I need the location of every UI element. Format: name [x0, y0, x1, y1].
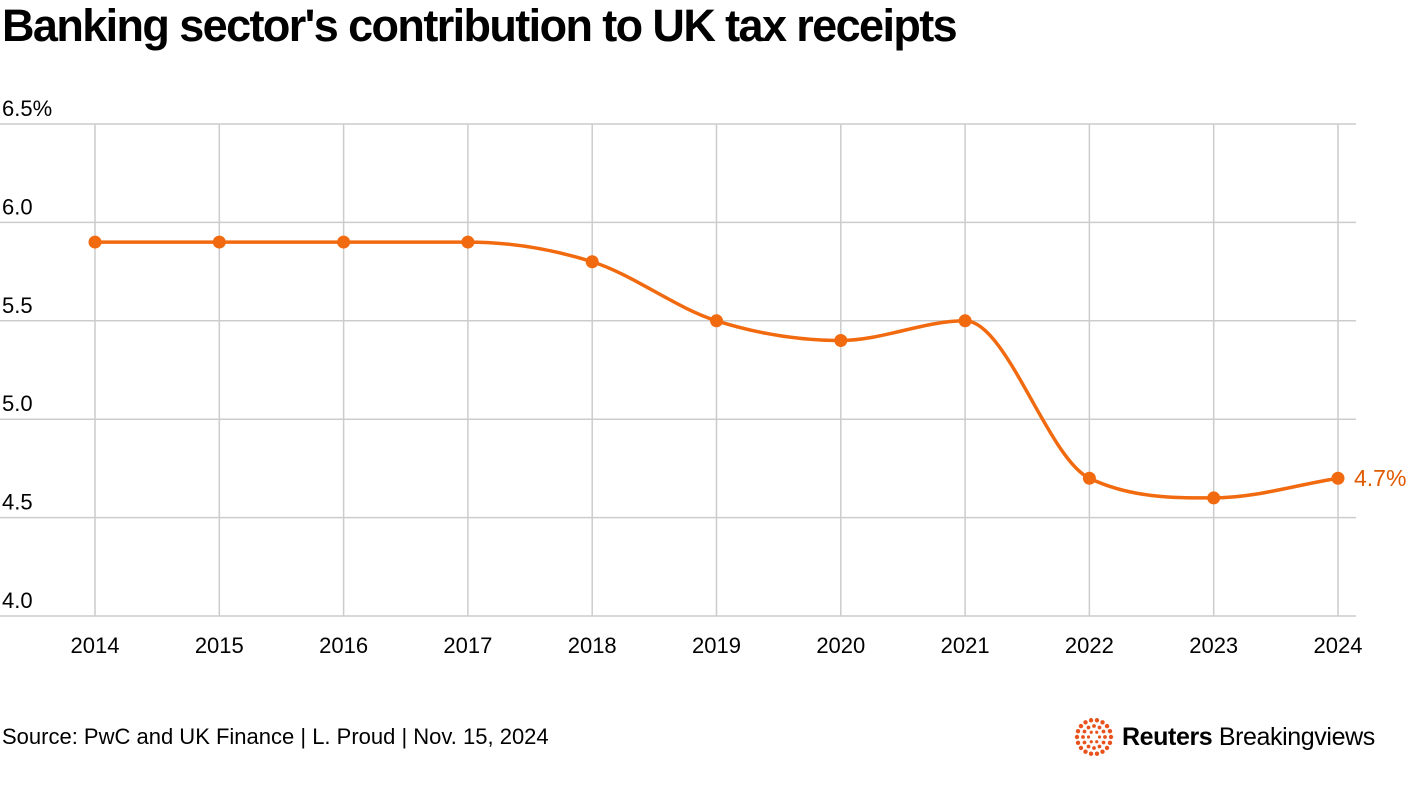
logo-dot — [1108, 734, 1114, 740]
logo-dot — [1097, 735, 1102, 739]
data-point — [710, 314, 723, 328]
logo-dot — [1101, 729, 1106, 734]
data-point — [834, 333, 848, 347]
x-tick-label: 2020 — [816, 633, 865, 658]
x-axis-ticks: 2014 2015 2016 2017 2018 2019 2020 2021 2022 2023… — [71, 633, 1363, 658]
logo-dot — [1075, 740, 1081, 746]
logo-dot — [1082, 740, 1087, 745]
data-point — [337, 235, 351, 249]
x-tick-label: 2015 — [195, 633, 244, 658]
grid — [0, 123, 1356, 617]
x-tick-label: 2024 — [1314, 633, 1363, 658]
logo-dot — [1081, 735, 1085, 739]
logo-dot — [1100, 720, 1105, 725]
y-tick-label: 6.5% — [2, 96, 52, 121]
logo-dot — [1083, 749, 1088, 754]
end-value-label: 4.7% — [1354, 465, 1406, 491]
brand-wordmark: Reuters Breakingviews — [1122, 723, 1375, 752]
x-tick-label: 2022 — [1065, 633, 1114, 658]
y-tick-label: 5.0 — [2, 391, 33, 416]
data-point — [212, 235, 226, 249]
logo-dot — [1092, 746, 1096, 750]
logo-dot — [1107, 728, 1113, 734]
y-tick-label: 4.5 — [2, 490, 33, 515]
data-point — [1331, 471, 1345, 485]
data-point — [958, 314, 972, 328]
logo-dot — [1078, 745, 1084, 751]
logo-dot — [1074, 734, 1080, 740]
logo-dot — [1075, 728, 1081, 734]
y-tick-label: 6.0 — [2, 194, 33, 219]
logo-dot — [1086, 735, 1091, 739]
logo-dot — [1089, 730, 1093, 734]
logo-dot — [1088, 751, 1094, 756]
reuters-breakingviews-logo: Reuters Breakingviews — [1074, 714, 1375, 760]
logo-dot — [1088, 718, 1094, 723]
logo-dot — [1094, 718, 1100, 723]
x-tick-label: 2018 — [568, 633, 617, 658]
y-axis-ticks: 6.5% 6.0 5.5 5.0 4.5 4.0 — [2, 96, 52, 613]
x-tick-label: 2016 — [319, 633, 368, 658]
x-tick-label: 2021 — [941, 633, 990, 658]
logo-dot — [1100, 749, 1105, 754]
logo-dot — [1107, 740, 1113, 746]
brand-name-light: Breakingviews — [1212, 722, 1375, 751]
data-point — [461, 235, 475, 249]
logo-dot — [1082, 729, 1087, 734]
data-point — [1082, 471, 1096, 485]
brand-name-bold: Reuters — [1122, 722, 1213, 751]
logo-dot — [1095, 730, 1099, 734]
x-tick-label: 2017 — [443, 633, 492, 658]
logo-dot — [1092, 724, 1096, 728]
logo-dot — [1083, 720, 1088, 725]
x-tick-label: 2014 — [71, 633, 120, 658]
y-tick-label: 5.5 — [2, 293, 33, 318]
logo-dot — [1097, 725, 1102, 730]
data-series: 4.7% — [88, 235, 1406, 505]
logo-dot — [1095, 740, 1099, 744]
logo-dot — [1078, 723, 1084, 729]
logo-dot — [1094, 751, 1100, 756]
x-tick-label: 2023 — [1189, 633, 1238, 658]
logo-dot — [1103, 735, 1107, 739]
logo-dot — [1104, 745, 1110, 751]
line-chart: 6.5% 6.0 5.5 5.0 4.5 4.0 2014 2015 2016 2017 2018… — [0, 96, 1406, 658]
logo-dot — [1101, 740, 1106, 745]
series-line — [93, 240, 1340, 500]
source-note: Source: PwC and UK Finance | L. Proud | … — [2, 724, 549, 749]
logo-dot — [1086, 725, 1091, 730]
reuters-dots-icon — [1074, 718, 1114, 756]
logo-dot — [1104, 723, 1110, 729]
x-tick-label: 2019 — [692, 633, 741, 658]
data-point — [585, 255, 599, 269]
logo-dot — [1097, 744, 1102, 749]
logo-dot — [1089, 740, 1093, 744]
data-point — [1207, 491, 1221, 505]
y-tick-label: 4.0 — [2, 588, 33, 613]
data-point — [88, 235, 102, 249]
chart-title: Banking sector's contribution to UK tax … — [2, 0, 958, 51]
logo-dot — [1086, 744, 1091, 749]
